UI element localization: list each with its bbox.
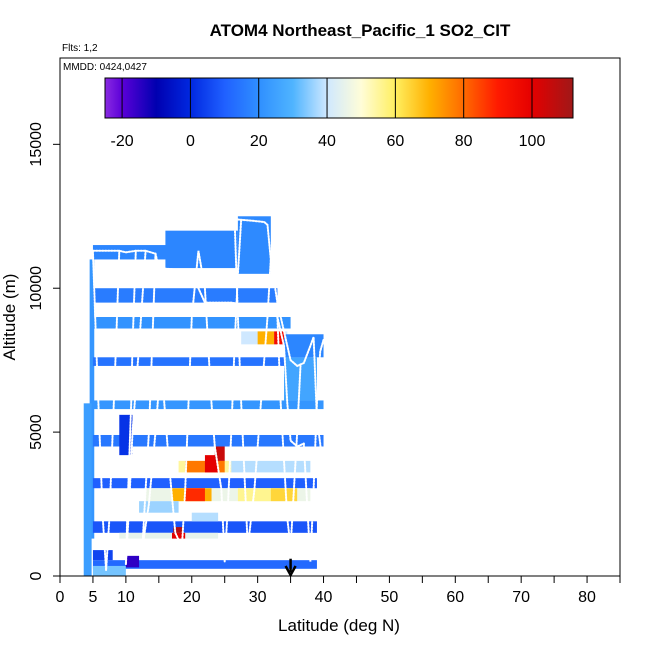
flight-track-profile-a: [91, 249, 121, 571]
x-tick-label: 0: [56, 589, 65, 606]
colorbar-tick-label: 20: [250, 133, 268, 150]
colorbar-tick-label: 0: [186, 133, 195, 150]
heatmap-cell: [165, 230, 238, 269]
heatmap-cell: [231, 460, 311, 473]
colorbar-tick-label: -20: [111, 133, 134, 150]
x-tick-label: 20: [183, 589, 201, 606]
colorbar-tick-label: 100: [519, 133, 546, 150]
x-axis-label: Latitude (deg N): [278, 616, 400, 635]
heatmap-cell: [83, 403, 92, 576]
heatmap-cell: [185, 460, 225, 473]
heatmap-cell: [173, 527, 183, 533]
heatmap-cell: [92, 550, 113, 561]
x-tick-label: 30: [249, 589, 267, 606]
flight-track-profile-d: [161, 250, 216, 548]
heatmap-cell: [270, 488, 298, 502]
latitude-marker-arrow-head: [284, 565, 297, 578]
heatmap-cell: [92, 288, 278, 303]
y-tick-label: 0: [28, 571, 45, 580]
heatmap-cell: [92, 434, 324, 447]
heatmap-cell: [92, 400, 324, 410]
y-tick-label: 10000: [28, 266, 45, 311]
colorbar: -20 0 20 40 60 80 100: [104, 77, 574, 150]
heatmap-cell: [214, 446, 225, 461]
y-axis: 0 5000 10000 15000: [28, 122, 61, 580]
y-axis-label: Altitude (m): [0, 274, 19, 361]
flight-tracks: [91, 218, 326, 571]
heatmap-cell: [92, 357, 311, 366]
flight-track-profile-f: [233, 218, 272, 548]
x-tick-label: 70: [512, 589, 530, 606]
heatmap-cell: [125, 555, 140, 568]
colorbar-tick-label: 60: [386, 133, 404, 150]
x-tick-label: 60: [446, 589, 464, 606]
colorbar-strip: [104, 77, 574, 119]
flight-track-profile-g: [276, 316, 302, 548]
x-tick-label: 80: [578, 589, 596, 606]
y-tick-label: 5000: [28, 414, 45, 450]
x-axis: 0 5 10 20 30 40 50 60 70 80: [56, 575, 621, 606]
marker-layer: [284, 558, 297, 578]
flights-label: Flts: 1,2: [62, 43, 98, 54]
y-tick-label: 15000: [28, 122, 45, 167]
chart-title: ATOM4 Northeast_Pacific_1 SO2_CIT: [210, 21, 511, 40]
heatmap-cell: [89, 259, 95, 539]
heatmap-cell: [92, 560, 317, 569]
heatmap-cell: [191, 512, 219, 522]
colorbar-tick-label: 80: [455, 133, 473, 150]
x-tick-label: 5: [88, 589, 97, 606]
flight-track-profile-h: [302, 339, 325, 562]
heatmap-cell: [172, 532, 186, 539]
heatmap-cell: [119, 532, 219, 539]
heatmap-cell: [92, 565, 126, 576]
colorbar-tick-label: 40: [318, 133, 336, 150]
x-tick-label: 10: [117, 589, 135, 606]
x-tick-label: 50: [381, 589, 399, 606]
date-label: MMDD: 0424,0427: [63, 62, 147, 73]
heatmap-cell: [185, 488, 205, 502]
flight-track-profile-b: [124, 249, 147, 565]
heatmap-cell: [92, 521, 317, 533]
heatmap-cell: [237, 216, 271, 274]
x-tick-label: 40: [315, 589, 333, 606]
heatmap-cell: [92, 478, 317, 489]
heatmap-cell: [139, 501, 179, 513]
flight-track-profile-c: [141, 252, 164, 548]
